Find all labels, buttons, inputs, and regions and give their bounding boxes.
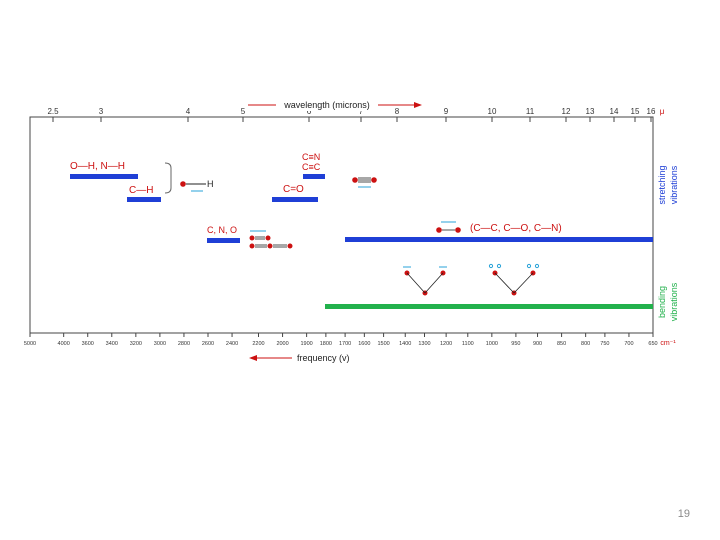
bending-label-2: vibrations: [669, 282, 679, 321]
stretching-label: stretching: [657, 165, 667, 204]
bottom-axis-tick-label: 1000: [486, 341, 498, 347]
top-axis-tick-label: 6: [307, 107, 312, 116]
atom: [287, 243, 293, 249]
band-5: [345, 237, 653, 242]
bottom-axis-tick-label: 1300: [418, 341, 430, 347]
label-h-atom: H: [207, 179, 214, 189]
band-0: [70, 174, 138, 179]
bottom-axis-tick-label: 3400: [106, 341, 118, 347]
bottom-axis-tick-label: 950: [511, 341, 520, 347]
vib-marker: [488, 263, 494, 269]
bottom-axis-tick-label: 1600: [358, 341, 370, 347]
top-axis-tick-label: 15: [631, 107, 640, 116]
slide-number: 19: [677, 508, 690, 520]
label-oh-nh: O—H, N—H: [70, 161, 125, 172]
label-cno: C, N, O: [207, 225, 237, 235]
bond: [494, 272, 515, 294]
top-axis-tick-label: 8: [395, 107, 400, 116]
band-4: [207, 238, 240, 243]
bottom-axis-tick-label: 4000: [58, 341, 70, 347]
atom: [371, 177, 377, 183]
vib-marker: [496, 263, 502, 269]
top-axis-tick-label: 5: [241, 107, 246, 116]
bottom-axis-tick-label: 2200: [252, 341, 264, 347]
band-3: [272, 197, 318, 202]
bottom-axis-tick-label: 1700: [339, 341, 351, 347]
label-cc-triple: C≡C: [302, 162, 321, 172]
top-axis-tick-label: 4: [186, 107, 191, 116]
bottom-axis-tick-label: 1200: [440, 341, 452, 347]
stretching-label-2: vibrations: [669, 165, 679, 204]
bottom-axis-tick-label: 900: [533, 341, 542, 347]
top-axis-tick-label: 11: [526, 107, 535, 116]
top-axis-tick-label: 3: [99, 107, 104, 116]
bottom-axis-tick-label: 2600: [202, 341, 214, 347]
band-1: [127, 197, 161, 202]
bottom-axis-tick-label: 1400: [399, 341, 411, 347]
atom: [249, 235, 255, 241]
frequency-arrow-head: [249, 355, 257, 361]
bottom-axis-tick-label: 750: [600, 341, 609, 347]
band-6: [325, 304, 653, 309]
bottom-axis-tick-label: 5000: [24, 341, 36, 347]
atom: [352, 177, 358, 183]
top-axis-tick-label: 10: [488, 107, 497, 116]
top-axis-tick-label: 13: [586, 107, 595, 116]
vib-marker: [526, 263, 532, 269]
vib-marker: [534, 263, 540, 269]
label-cn: C≡N: [302, 152, 320, 162]
bottom-axis-tick-label: 2000: [276, 341, 288, 347]
bond: [424, 272, 444, 294]
bottom-axis-tick-label: 700: [624, 341, 633, 347]
bottom-axis-tick-label: 1900: [300, 341, 312, 347]
top-axis-tick-label: 9: [444, 107, 449, 116]
band-2: [303, 174, 325, 179]
bottom-axis-tick-label: 3600: [82, 341, 94, 347]
wavelength-arrow-head: [414, 102, 422, 108]
atom: [180, 181, 186, 187]
label-single-bonds: (C—C, C—O, C—N): [470, 223, 562, 234]
wavelength-label-bg: [276, 99, 378, 111]
label-co: C=O: [283, 184, 304, 195]
top-axis-tick-label: 7: [359, 107, 364, 116]
bottom-axis-tick-label: 2400: [226, 341, 238, 347]
bottom-axis-unit: cm⁻¹: [660, 340, 676, 347]
bond: [513, 272, 534, 294]
bending-label: bending: [657, 286, 667, 318]
bottom-axis-tick-label: 3000: [154, 341, 166, 347]
atom: [267, 243, 273, 249]
bottom-axis-tick-label: 2800: [178, 341, 190, 347]
top-axis-tick-label: 2.5: [47, 107, 59, 116]
bottom-axis-tick-label: 1100: [462, 341, 474, 347]
bottom-axis-tick-label: 850: [557, 341, 566, 347]
top-axis-tick-label: 16: [647, 107, 656, 116]
bottom-axis-tick-label: 1500: [377, 341, 389, 347]
atom: [436, 227, 442, 233]
atom: [455, 227, 461, 233]
atom: [249, 243, 255, 249]
top-axis-tick-label: 12: [562, 107, 571, 116]
bracket: [164, 162, 172, 194]
label-ch: C—H: [129, 185, 153, 196]
top-axis-unit: μ: [660, 107, 665, 116]
bottom-axis-title: frequency (v): [297, 353, 350, 363]
bottom-axis-tick-label: 800: [581, 341, 590, 347]
bottom-axis-tick-label: 1800: [320, 341, 332, 347]
top-axis-tick-label: 14: [610, 107, 619, 116]
atom: [265, 235, 271, 241]
bond: [406, 272, 426, 294]
bottom-axis-tick-label: 3200: [130, 341, 142, 347]
top-axis-title: wavelength (microns): [283, 100, 370, 110]
bottom-axis-tick-label: 650: [648, 341, 657, 347]
